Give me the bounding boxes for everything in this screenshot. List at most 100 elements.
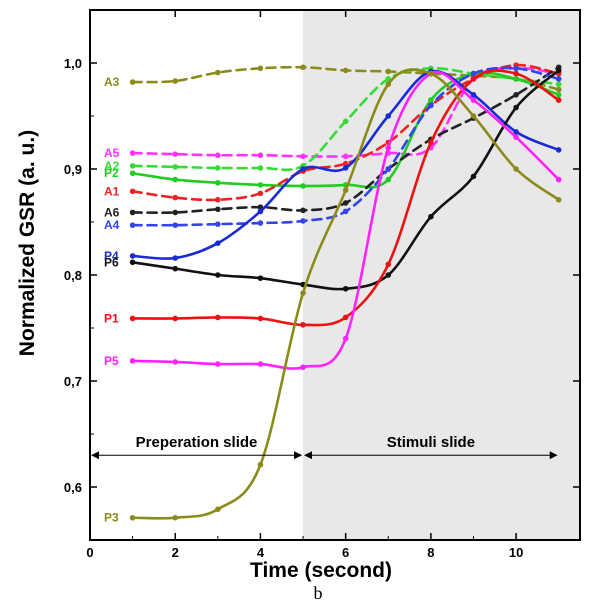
data-point-a5-5 — [300, 153, 306, 160]
data-point-a6-1 — [129, 209, 136, 216]
data-point-p2-10 — [513, 76, 519, 82]
annotation-label-0: Preperation slide — [136, 434, 258, 451]
data-point-a5-3 — [215, 152, 221, 159]
data-point-a1-6 — [342, 160, 349, 167]
data-point-p3-7 — [385, 81, 392, 87]
data-point-a3-4 — [257, 65, 264, 72]
series-layer — [129, 62, 562, 521]
data-point-p5-3 — [215, 361, 221, 367]
y-axis-title: Normalized GSR (a. u.) — [16, 130, 39, 356]
annotation-label-1: Stimuli slide — [387, 434, 475, 451]
data-point-a4-8 — [428, 102, 434, 109]
data-point-a1-2 — [172, 194, 179, 201]
series-a4 — [129, 65, 562, 228]
x-tick-label-10: 10 — [509, 545, 523, 560]
data-point-p2-4 — [257, 182, 264, 188]
data-point-p3-6 — [342, 187, 349, 193]
data-point-a2-2 — [172, 164, 179, 170]
annotation-layer: Preperation slide Stimuli slide — [91, 434, 558, 460]
data-point-a1-1 — [129, 188, 136, 195]
series-label-a6: A6 — [104, 205, 120, 219]
data-point-p2-1 — [129, 170, 136, 177]
data-point-a4-3 — [215, 221, 221, 227]
series-label-a3: A3 — [104, 75, 120, 89]
data-point-a3-7 — [385, 68, 392, 75]
data-point-a6-6 — [342, 200, 349, 206]
data-point-p4-9 — [470, 92, 477, 98]
data-point-p6-2 — [172, 265, 179, 272]
data-point-p1-3 — [215, 314, 221, 321]
y-tick-label-4: 1,0 — [64, 56, 82, 71]
data-point-p3-3 — [215, 506, 221, 513]
data-point-p6-6 — [342, 285, 349, 292]
data-point-p4-10 — [513, 129, 519, 135]
series-label-p5: P5 — [104, 354, 119, 368]
data-point-p6-10 — [513, 104, 519, 111]
data-point-p2-11 — [555, 92, 562, 98]
data-point-a2-11 — [555, 81, 562, 87]
series-label-a5: A5 — [104, 146, 120, 160]
series-label-p2: P2 — [104, 166, 119, 180]
data-point-p5-10 — [513, 134, 519, 140]
data-point-p6-9 — [470, 173, 477, 180]
series-label-a1: A1 — [104, 184, 120, 198]
data-point-a3-2 — [172, 78, 179, 84]
data-point-p3-10 — [513, 166, 519, 172]
series-p5 — [129, 70, 562, 371]
data-point-p2-8 — [428, 97, 434, 103]
x-axis-title: Time (second) — [250, 559, 392, 582]
data-point-p1-5 — [300, 322, 306, 328]
data-point-p2-5 — [300, 183, 306, 189]
series-label-p3: P3 — [104, 511, 119, 525]
data-point-p4-4 — [257, 208, 264, 215]
x-tick-label-0: 0 — [86, 545, 93, 560]
data-point-a4-10 — [513, 65, 519, 72]
data-point-p1-8 — [428, 139, 434, 146]
data-point-p1-9 — [470, 76, 477, 82]
series-label-a2: A2 — [104, 159, 120, 173]
data-point-a2-3 — [215, 165, 221, 171]
data-point-p5-9 — [470, 97, 477, 103]
data-point-p6-8 — [428, 213, 434, 220]
data-point-p3-9 — [470, 113, 477, 119]
data-point-p1-10 — [513, 70, 519, 77]
data-point-a4-9 — [470, 70, 477, 77]
data-point-p6-4 — [257, 275, 264, 281]
data-point-p6-1 — [129, 259, 136, 266]
data-point-a4-11 — [555, 76, 562, 82]
data-point-p3-2 — [172, 514, 179, 521]
data-point-p4-3 — [215, 240, 221, 246]
series-label-a4: A4 — [104, 218, 120, 232]
data-point-p4-7 — [385, 113, 392, 119]
y-tick-label-1: 0,7 — [64, 374, 82, 389]
data-point-p3-4 — [257, 461, 264, 468]
series-label-p4: P4 — [104, 249, 119, 263]
data-point-p5-6 — [342, 335, 349, 342]
data-point-a3-11 — [555, 86, 562, 93]
y-tick-label-2: 0,8 — [64, 268, 82, 283]
data-point-a3-5 — [300, 64, 306, 71]
data-point-p5-2 — [172, 359, 179, 365]
data-point-p5-7 — [385, 145, 392, 151]
data-point-a5-1 — [129, 150, 136, 156]
data-point-p6-3 — [215, 272, 221, 278]
data-point-a2-4 — [257, 165, 264, 171]
data-point-p5-11 — [555, 176, 562, 183]
data-point-a6-3 — [215, 206, 221, 213]
x-tick-label-8: 8 — [427, 545, 434, 560]
data-point-a2-6 — [342, 118, 349, 125]
y-tick-label-0: 0,6 — [64, 480, 82, 495]
series-label-p6: P6 — [104, 255, 119, 269]
data-point-p6-11 — [555, 67, 562, 74]
data-point-a4-6 — [342, 208, 349, 215]
data-point-a6-10 — [513, 92, 519, 98]
y-tick-label-3: 0,9 — [64, 162, 82, 177]
data-point-p4-6 — [342, 165, 349, 171]
data-point-a1-3 — [215, 196, 221, 203]
data-point-p2-2 — [172, 176, 179, 183]
data-point-p6-7 — [385, 272, 392, 278]
data-point-a5-2 — [172, 151, 179, 157]
data-point-p4-11 — [555, 147, 562, 153]
data-point-p1-7 — [385, 261, 392, 268]
